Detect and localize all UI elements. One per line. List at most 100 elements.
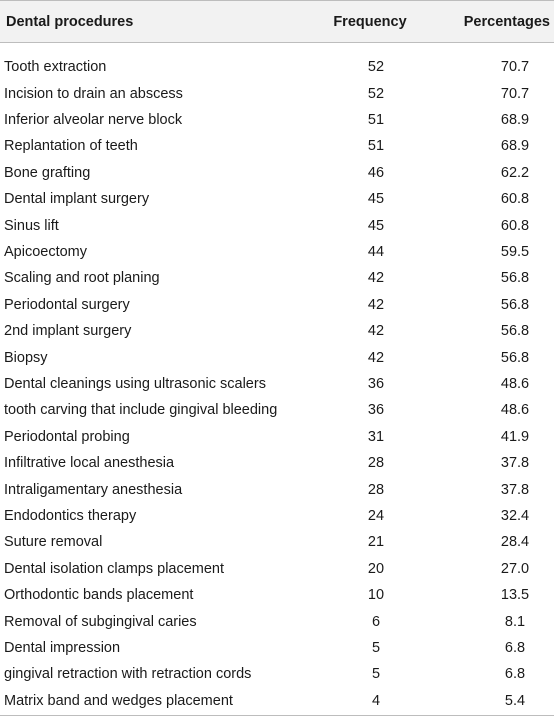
frequency-cell: 46 <box>367 164 385 181</box>
frequency-cell: 28 <box>367 455 385 472</box>
procedure-cell: Periodontal surgery <box>4 296 130 313</box>
percentage-cell: 70.7 <box>500 59 530 76</box>
frequency-cell: 5 <box>371 639 381 656</box>
percentage-cell: 59.5 <box>500 244 530 261</box>
procedure-cell: Suture removal <box>4 534 103 551</box>
procedure-cell: Scaling and root planing <box>4 270 160 287</box>
table-row: 2nd implant surgery 42 56.8 <box>0 318 554 344</box>
procedure-cell: Infiltrative local anesthesia <box>4 455 175 472</box>
procedure-cell: Periodontal probing <box>4 428 130 445</box>
percentage-cell: 68.9 <box>500 138 530 155</box>
frequency-cell: 10 <box>367 587 385 604</box>
table-row: Dental isolation clamps placement 20 27.0 <box>0 556 554 582</box>
procedure-cell: 2nd implant surgery <box>4 323 132 340</box>
frequency-cell: 21 <box>367 534 385 551</box>
percentage-cell: 28.4 <box>500 534 530 551</box>
procedure-cell: Apicoectomy <box>4 244 88 261</box>
table-row: tooth carving that include gingival blee… <box>0 397 554 423</box>
percentage-cell: 8.1 <box>504 613 526 630</box>
header-procedure: Dental procedures <box>0 0 300 43</box>
frequency-cell: 28 <box>367 481 385 498</box>
table-header: Dental procedures Frequency Percentages <box>0 0 554 43</box>
procedure-cell: gingival retraction with retraction cord… <box>4 666 252 683</box>
percentage-cell: 32.4 <box>500 507 530 524</box>
frequency-cell: 52 <box>367 59 385 76</box>
procedure-cell: Matrix band and wedges placement <box>0 687 300 716</box>
table-row: Dental implant surgery 45 60.8 <box>0 186 554 212</box>
frequency-cell: 31 <box>367 428 385 445</box>
percentage-cell: 56.8 <box>500 323 530 340</box>
procedure-cell: Bone grafting <box>4 164 91 181</box>
table-row: Matrix band and wedges placement 4 5.4 <box>0 687 554 716</box>
frequency-cell: 51 <box>367 112 385 129</box>
frequency-cell: 24 <box>367 507 385 524</box>
frequency-cell: 45 <box>367 191 385 208</box>
frequency-cell: 5 <box>371 666 381 683</box>
percentage-cell: 60.8 <box>500 191 530 208</box>
percentage-cell: 56.8 <box>500 296 530 313</box>
header-frequency: Frequency <box>300 0 436 43</box>
percentage-cell: 56.8 <box>500 270 530 287</box>
procedure-cell: Endodontics therapy <box>4 507 137 524</box>
procedure-cell: Dental impression <box>4 639 121 656</box>
percentage-cell: 48.6 <box>500 375 530 392</box>
table-row: gingival retraction with retraction cord… <box>0 661 554 687</box>
percentage-cell: 13.5 <box>500 587 530 604</box>
table-row: Biopsy 42 56.8 <box>0 344 554 370</box>
frequency-cell: 36 <box>367 375 385 392</box>
percentage-cell: 60.8 <box>500 217 530 234</box>
table-row: Dental impression 5 6.8 <box>0 635 554 661</box>
table-row: Removal of subgingival caries 6 8.1 <box>0 608 554 634</box>
table-row: Periodontal surgery 42 56.8 <box>0 292 554 318</box>
table-body: Tooth extraction 52 70.7 Incision to drain … <box>0 43 554 716</box>
percentage-cell: 48.6 <box>500 402 530 419</box>
table-row: Infiltrative local anesthesia 28 37.8 <box>0 450 554 476</box>
table-row: Dental cleanings using ultrasonic scaler… <box>0 371 554 397</box>
percentage-cell: 62.2 <box>500 164 530 181</box>
frequency-cell: 51 <box>367 138 385 155</box>
percentage-cell: 6.8 <box>504 666 526 683</box>
frequency-cell: 6 <box>371 613 381 630</box>
table-row: Sinus lift 45 60.8 <box>0 212 554 238</box>
table-row: Orthodontic bands placement 10 13.5 <box>0 582 554 608</box>
percentage-cell: 27.0 <box>500 560 530 577</box>
table-row: Periodontal probing 31 41.9 <box>0 424 554 450</box>
table-row: Bone grafting 46 62.2 <box>0 160 554 186</box>
table-row: Endodontics therapy 24 32.4 <box>0 503 554 529</box>
table-row: Replantation of teeth 51 68.9 <box>0 133 554 159</box>
procedure-cell: Incision to drain an abscess <box>4 85 183 102</box>
table-row: Intraligamentary anesthesia 28 37.8 <box>0 476 554 502</box>
procedure-cell: tooth carving that include gingival blee… <box>4 402 278 419</box>
procedure-cell: Dental implant surgery <box>4 191 150 208</box>
frequency-cell: 42 <box>367 270 385 287</box>
header-row: Dental procedures Frequency Percentages <box>0 0 554 43</box>
percentage-cell: 37.8 <box>500 481 530 498</box>
procedure-cell: Replantation of teeth <box>4 138 138 155</box>
percentage-cell: 68.9 <box>500 112 530 129</box>
percentage-cell: 37.8 <box>500 455 530 472</box>
header-percentage: Percentages <box>436 0 554 43</box>
table-row: Apicoectomy 44 59.5 <box>0 239 554 265</box>
procedure-cell: Intraligamentary anesthesia <box>4 481 183 498</box>
procedure-cell: Sinus lift <box>4 217 59 234</box>
procedure-cell: Removal of subgingival caries <box>4 613 197 630</box>
percentage-cell: 6.8 <box>504 639 526 656</box>
frequency-cell: 52 <box>367 85 385 102</box>
frequency-cell: 42 <box>367 349 385 366</box>
table-row: Scaling and root planing 42 56.8 <box>0 265 554 291</box>
table-row: Inferior alveolar nerve block 51 68.9 <box>0 107 554 133</box>
procedure-cell: Dental cleanings using ultrasonic scaler… <box>4 375 266 392</box>
procedure-cell: Biopsy <box>4 349 48 366</box>
procedure-cell: Inferior alveolar nerve block <box>4 112 183 129</box>
table-row: Suture removal 21 28.4 <box>0 529 554 555</box>
procedure-cell: Orthodontic bands placement <box>4 587 194 604</box>
percentage-cell: 56.8 <box>500 349 530 366</box>
frequency-cell: 45 <box>367 217 385 234</box>
frequency-cell: 44 <box>367 244 385 261</box>
frequency-cell: 42 <box>367 296 385 313</box>
frequency-cell: 36 <box>367 402 385 419</box>
frequency-cell: 20 <box>367 560 385 577</box>
percentage-cell: 70.7 <box>500 85 530 102</box>
